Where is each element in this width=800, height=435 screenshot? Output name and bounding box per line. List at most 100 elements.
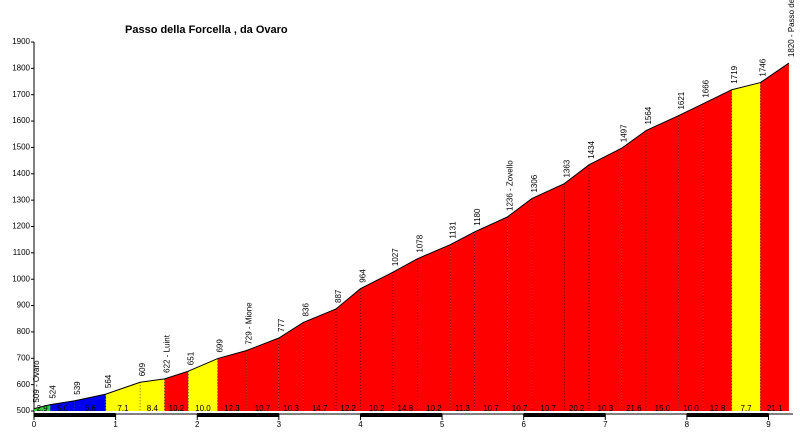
- x-tick-label: 6: [521, 420, 526, 429]
- profile-segment: [50, 400, 75, 411]
- profile-segment: [188, 358, 218, 411]
- grade-label: 12.8: [710, 404, 726, 413]
- y-tick-label: 700: [17, 353, 31, 362]
- x-tick-label: 8: [685, 420, 690, 429]
- grade-label: 8.4: [147, 404, 159, 413]
- profile-segment: [278, 322, 304, 411]
- grade-label: 14.8: [398, 404, 414, 413]
- elevation-label: 564: [104, 374, 113, 388]
- grade-label: 7.7: [741, 404, 753, 413]
- km-bar: [197, 413, 279, 417]
- grade-label: 20.2: [569, 404, 585, 413]
- y-tick-label: 1700: [12, 90, 30, 99]
- y-tick-label: 1200: [12, 222, 30, 231]
- profile-segment: [417, 244, 451, 411]
- x-tick-label: 0: [32, 420, 37, 429]
- profile-segment: [393, 258, 418, 411]
- x-tick-label: 5: [440, 420, 445, 429]
- profile-segment: [621, 130, 647, 411]
- elevation-label: 609: [138, 362, 147, 376]
- elevation-label: 1746: [758, 58, 767, 76]
- km-bar: [523, 413, 606, 417]
- elevation-label: 887: [334, 289, 343, 303]
- grade-label: 10.7: [512, 404, 528, 413]
- grade-label: 10.2: [169, 404, 185, 413]
- y-tick-label: 500: [17, 406, 31, 415]
- elevation-label: 964: [359, 269, 368, 283]
- x-tick-label: 2: [195, 420, 200, 429]
- grade-label: 12.2: [340, 404, 356, 413]
- elevation-label: 509 - Ovaro: [32, 360, 41, 403]
- profile-segment: [678, 103, 704, 411]
- elevation-label: 1180: [473, 208, 482, 226]
- grade-label: 10.2: [426, 404, 442, 413]
- y-tick-label: 600: [17, 380, 31, 389]
- grade-label: 10.7: [483, 404, 499, 413]
- elevation-label: 699: [216, 339, 225, 353]
- y-tick-label: 1100: [13, 248, 31, 257]
- elevation-label: 651: [186, 351, 195, 365]
- x-tick-label: 4: [358, 420, 363, 429]
- elevation-label: 1621: [677, 91, 686, 109]
- elevation-label: 1820 - Passo della Forcella: [787, 0, 796, 57]
- profile-segment: [703, 89, 732, 412]
- y-tick-label: 1500: [12, 143, 30, 152]
- y-tick-label: 1800: [12, 63, 30, 72]
- grade-label: 6.6: [85, 404, 97, 413]
- grade-label: 10.0: [683, 404, 699, 413]
- y-tick-label: 800: [17, 327, 31, 336]
- grade-label: 10.2: [369, 404, 385, 413]
- y-tick-label: 1900: [12, 37, 30, 46]
- profile-segment: [588, 148, 622, 411]
- km-bar: [34, 413, 116, 417]
- x-tick-label: 9: [766, 420, 771, 429]
- y-tick-label: 1400: [12, 169, 30, 178]
- profile-segment: [531, 183, 565, 411]
- elevation-label: 622 - Luint: [163, 334, 172, 373]
- grade-label: 12.3: [224, 404, 240, 413]
- profile-line: [33, 62, 790, 410]
- profile-segment: [335, 288, 361, 411]
- elevation-label: 524: [48, 385, 57, 399]
- elevation-label: 1306: [530, 174, 539, 192]
- elevation-label: 1666: [701, 79, 710, 97]
- elevation-label: 1027: [391, 248, 400, 266]
- elevation-label: 729 - Mione: [244, 302, 253, 345]
- y-tick-label: 1300: [12, 195, 30, 204]
- grade-label: 2.9: [37, 404, 49, 413]
- grade-label: 10.3: [598, 404, 614, 413]
- chart-title: Passo della Forcella , da Ovaro: [125, 24, 288, 36]
- elevation-label: 1719: [730, 65, 739, 83]
- grade-label: 10.3: [283, 404, 299, 413]
- grade-label: 14.7: [312, 404, 328, 413]
- elevation-label: 1564: [644, 106, 653, 124]
- profile-segment: [646, 115, 679, 411]
- profile-segment: [507, 198, 532, 411]
- grade-label: 5.0: [57, 404, 69, 413]
- profile-segment: [450, 231, 475, 411]
- elevation-label: 1078: [416, 234, 425, 252]
- profile-segment: [34, 404, 51, 411]
- profile-segment: [246, 337, 279, 411]
- grade-label: 15.0: [655, 404, 671, 413]
- elevation-label: 539: [73, 381, 82, 395]
- profile-segment: [105, 382, 141, 411]
- elevation-label: 1497: [620, 124, 629, 142]
- profile-segment: [303, 308, 336, 411]
- km-bar: [360, 413, 443, 417]
- grade-label: 21.1: [767, 404, 783, 413]
- elevation-label: 836: [301, 303, 310, 317]
- grade-label: 10.7: [255, 404, 271, 413]
- elevation-label: 1434: [587, 140, 596, 158]
- elevation-label: 1236 - Zovello: [505, 160, 514, 211]
- km-bar: [686, 413, 769, 417]
- grade-label: 7.1: [117, 404, 129, 413]
- x-tick-label: 7: [603, 420, 608, 429]
- profile-segment: [360, 272, 394, 411]
- profile-segment: [74, 394, 106, 411]
- y-tick-label: 1600: [12, 116, 30, 125]
- elevation-label: 1131: [448, 221, 457, 239]
- profile-segment: [731, 82, 761, 411]
- profile-segment: [564, 164, 589, 411]
